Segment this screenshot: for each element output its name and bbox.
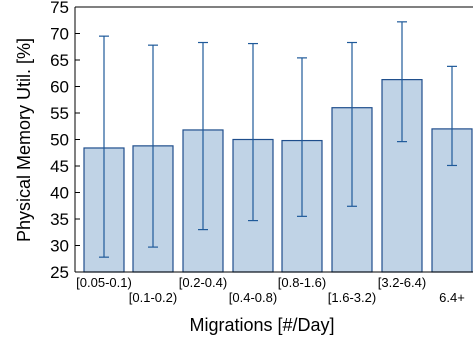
y-axis-title: Physical Memory Util. [%] xyxy=(14,38,34,242)
y-tick-label: 35 xyxy=(50,210,69,229)
y-tick-label: 60 xyxy=(50,78,69,97)
y-ticks-layer: 25 30 35 40 45 50 55 60 65 70 75 xyxy=(50,0,80,282)
y-tick-label: 40 xyxy=(50,184,69,203)
x-category-label: 6.4+ xyxy=(439,290,465,305)
x-category-label: [3.2-6.4) xyxy=(378,275,426,290)
y-tick-label: 70 xyxy=(50,25,69,44)
x-labels-layer: [0.05-0.1)[0.1-0.2)[0.2-0.4)[0.4-0.8)[0.… xyxy=(76,275,465,305)
y-tick-label: 65 xyxy=(50,51,69,70)
x-category-label: [1.6-3.2) xyxy=(328,290,376,305)
x-category-label: [0.8-1.6) xyxy=(278,275,326,290)
x-category-label: [0.4-0.8) xyxy=(229,290,277,305)
y-tick-label: 45 xyxy=(50,157,69,176)
y-tick-label: 50 xyxy=(50,131,69,150)
x-category-label: [0.1-0.2) xyxy=(129,290,177,305)
bars-layer xyxy=(83,21,473,273)
y-tick-label: 55 xyxy=(50,104,69,123)
y-tick-label: 75 xyxy=(50,0,69,17)
y-tick-label: 30 xyxy=(50,237,69,256)
x-axis-title: Migrations [#/Day] xyxy=(189,315,334,335)
y-tick-label: 25 xyxy=(50,263,69,282)
x-category-label: [0.05-0.1) xyxy=(76,275,132,290)
x-category-label: [0.2-0.4) xyxy=(179,275,227,290)
